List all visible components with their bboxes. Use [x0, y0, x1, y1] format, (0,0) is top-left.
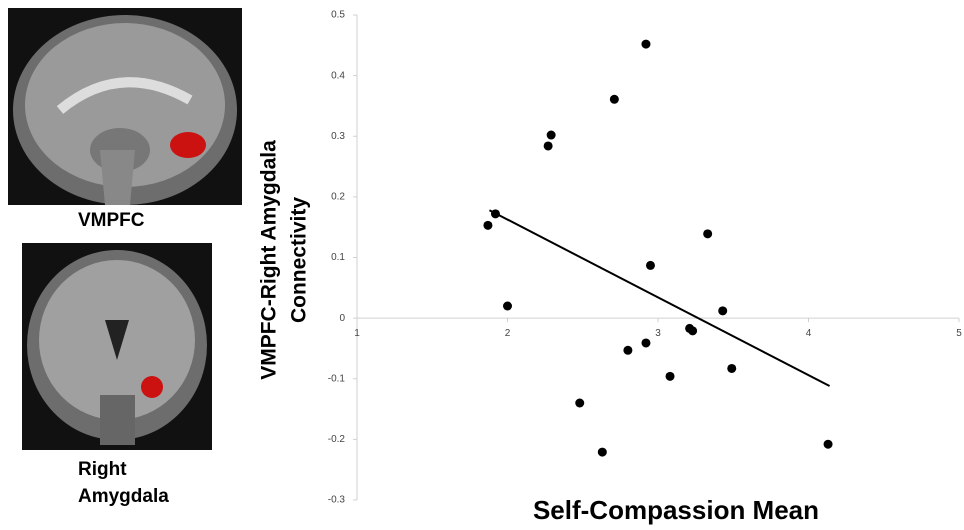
point [727, 363, 737, 373]
point [623, 345, 633, 355]
y-tick-label: 0.4 [331, 70, 345, 81]
point [703, 229, 713, 239]
point [688, 326, 698, 336]
panel-label: Right Amygdala [78, 459, 169, 507]
y-tick-label: 0.3 [331, 131, 345, 142]
trendline [488, 209, 831, 387]
y-tick-label: -0.3 [328, 495, 346, 506]
point [483, 220, 493, 230]
panel-label: VMPFC [78, 210, 145, 231]
x-tick-label: 2 [505, 328, 511, 339]
y-axis-label: Connectivity [288, 197, 311, 323]
y-tick-label: 0.2 [331, 192, 345, 203]
y-tick-label: 0 [339, 313, 345, 324]
x-tick-label: 5 [956, 328, 962, 339]
point [575, 398, 585, 408]
point [641, 338, 651, 348]
y-tick-label: -0.1 [328, 373, 346, 384]
point [597, 447, 607, 457]
point [718, 306, 728, 316]
point [609, 94, 619, 104]
brain-sagittal [8, 8, 242, 205]
point [665, 371, 675, 381]
x-axis-label: Self-Compassion Mean [533, 495, 819, 525]
point [543, 141, 553, 151]
y-tick-label: -0.2 [328, 434, 346, 445]
point [645, 260, 655, 270]
y-tick-label: 0.1 [331, 252, 345, 263]
x-tick-label: 4 [806, 328, 812, 339]
point [641, 39, 651, 49]
x-tick-label: 1 [354, 328, 360, 339]
y-tick-label: 0.5 [331, 10, 345, 21]
y-axis-label: VMPFC-Right Amygdala [258, 140, 281, 380]
x-tick-label: 3 [655, 328, 661, 339]
point [546, 130, 556, 140]
brain-coronal [22, 243, 212, 450]
point [503, 301, 512, 311]
point [823, 439, 833, 449]
